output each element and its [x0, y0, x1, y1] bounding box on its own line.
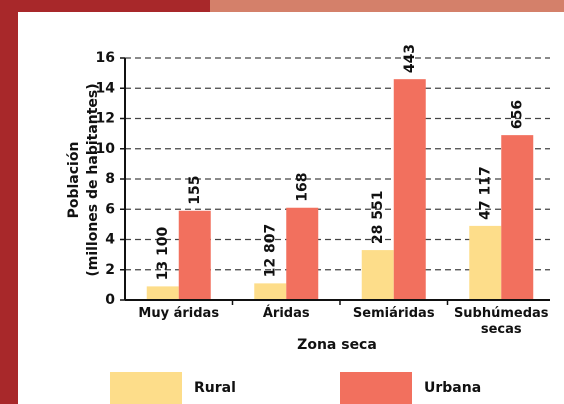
bar	[146, 286, 179, 300]
bar-label: 13 100	[155, 227, 171, 281]
y-tick-label: 0	[105, 292, 115, 308]
bar	[501, 135, 534, 300]
bar-label: 28 551	[370, 190, 386, 244]
y-tick-label: 4	[105, 232, 115, 248]
bar-label: 155	[187, 176, 203, 205]
y-tick-label: 16	[96, 50, 115, 66]
bar	[254, 283, 287, 300]
top-band	[0, 0, 210, 12]
x-tick-label: Semiáridas	[352, 306, 435, 321]
bar-label: 656	[509, 100, 525, 129]
y-tick-label: 14	[96, 80, 116, 96]
y-tick-label: 2	[105, 262, 115, 278]
legend-swatch	[110, 372, 182, 404]
y-tick-label: 8	[105, 171, 115, 187]
y-tick-label: 6	[105, 201, 115, 217]
bar-label: 443	[402, 44, 418, 73]
top-band-light	[210, 0, 564, 12]
y-tick-label: 12	[96, 111, 115, 127]
bar	[393, 79, 426, 300]
legend-label: Urbana	[424, 380, 481, 396]
bar	[286, 207, 319, 300]
bar-label: 47 117	[477, 166, 493, 220]
x-tick-label: Áridas	[262, 306, 310, 321]
bar-label: 168	[294, 173, 310, 202]
bar	[469, 225, 502, 300]
y-axis-title: Población (millones de habitantes)	[66, 83, 101, 276]
bar	[361, 250, 394, 300]
y-tick-label: 10	[96, 141, 116, 157]
legend-swatch	[340, 372, 412, 404]
bar-label: 12 807	[262, 224, 278, 278]
legend-label: Rural	[194, 380, 236, 396]
x-tick-label: Muy áridas	[138, 306, 220, 321]
side-band	[0, 0, 18, 404]
bar	[178, 210, 211, 300]
x-axis-title: Zona seca	[297, 337, 377, 353]
x-tick-label: Subhúmedas secas	[453, 306, 549, 337]
